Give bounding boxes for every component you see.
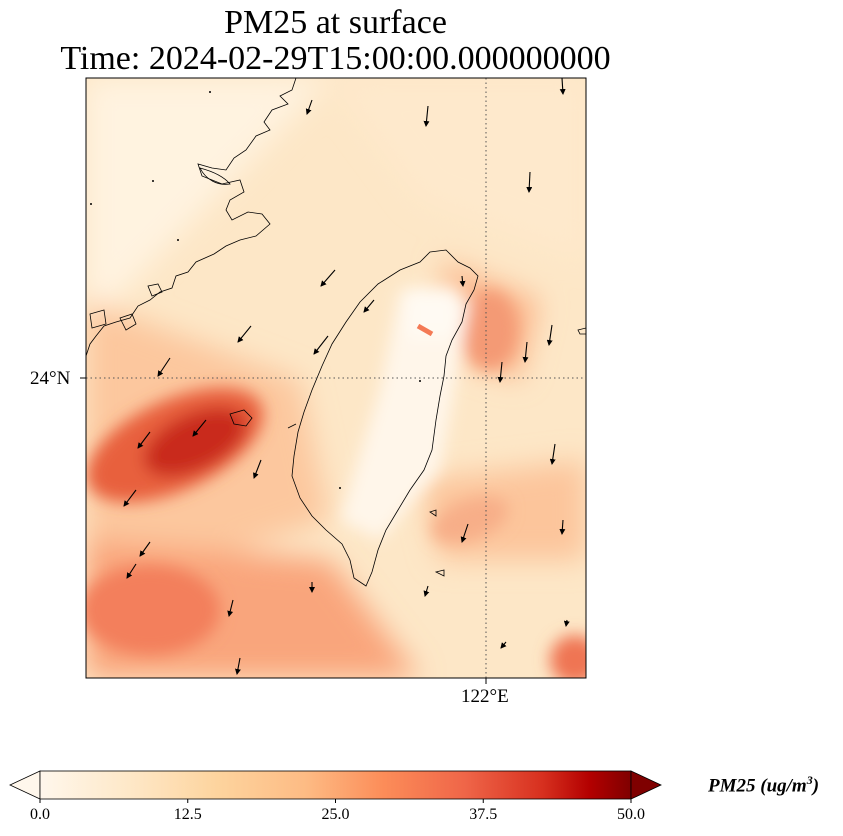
coastline bbox=[86, 78, 586, 587]
gridlines bbox=[86, 78, 586, 678]
colorbar-tick-label: 12.5 bbox=[173, 806, 202, 823]
colorbar-max-extend bbox=[630, 770, 662, 800]
lat-tick-label: 24°N bbox=[30, 368, 71, 389]
pm25-field bbox=[86, 78, 586, 678]
colorbar-tick-label: 0.0 bbox=[30, 806, 50, 823]
colorbar bbox=[9, 770, 662, 803]
colorbar-label-close: ) bbox=[812, 775, 820, 797]
colorbar-gradient bbox=[39, 770, 632, 800]
taiwan-coastline bbox=[291, 249, 479, 587]
lon-tick-label: 122°E bbox=[461, 686, 509, 707]
map-title-line2: Time: 2024-02-29T15:00:00.000000000 bbox=[60, 40, 611, 77]
colorbar-label-text: PM25 (ug/m bbox=[708, 775, 807, 797]
wind-vectors bbox=[123, 77, 570, 675]
colorbar-min-extend bbox=[9, 770, 41, 800]
colorbar-ticks bbox=[39, 799, 632, 803]
colorbar-tick-label: 25.0 bbox=[321, 806, 350, 823]
china-coastline bbox=[86, 78, 297, 357]
colorbar-tick-label: 50.0 bbox=[617, 806, 645, 823]
island-dots bbox=[90, 91, 421, 489]
map-title-line1: PM25 at surface bbox=[224, 4, 447, 41]
pm25-map bbox=[80, 77, 587, 684]
colorbar-label-superscript: 3 bbox=[806, 773, 813, 787]
colorbar-label: PM25 (ug/m3) bbox=[708, 773, 819, 797]
colorbar-tick-label: 37.5 bbox=[469, 806, 498, 823]
